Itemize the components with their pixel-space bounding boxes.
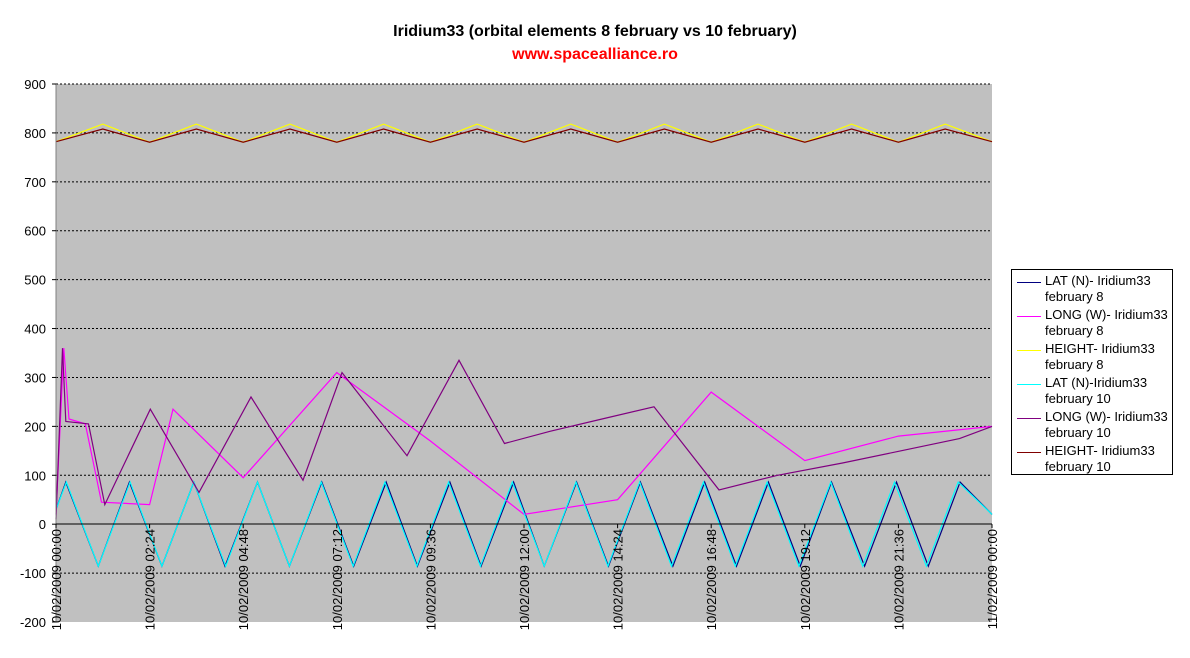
legend-swatch	[1017, 316, 1041, 317]
y-tick-label: 0	[39, 517, 46, 532]
x-tick-label: 10/02/2009 02:24	[143, 529, 158, 630]
x-tick-label: 10/02/2009 14:24	[611, 529, 626, 630]
x-tick-label: 10/02/2009 07:12	[330, 529, 345, 630]
legend-swatch	[1017, 418, 1041, 419]
y-tick-label: 700	[24, 175, 46, 190]
legend-label-date: february 8	[1045, 323, 1104, 338]
x-tick-label: 10/02/2009 21:36	[891, 529, 906, 630]
x-tick-label: 10/02/2009 16:48	[704, 529, 719, 630]
series-line	[55, 480, 993, 568]
legend-label: HEIGHT- Iridium33	[1045, 341, 1155, 356]
legend-label: LAT (N)- Iridium33	[1045, 273, 1151, 288]
y-tick-label: -200	[20, 615, 46, 630]
x-tick-label: 10/02/2009 00:00	[49, 529, 64, 630]
chart-title: Iridium33 (orbital elements 8 february v…	[393, 23, 797, 40]
x-tick-label: 10/02/2009 12:00	[517, 529, 532, 630]
y-tick-label: 400	[24, 322, 46, 337]
y-tick-label: 500	[24, 273, 46, 288]
x-tick-label: 10/02/2009 09:36	[423, 529, 438, 630]
y-tick-label: 800	[24, 126, 46, 141]
y-tick-label: -100	[20, 566, 46, 581]
x-tick-label: 10/02/2009 19:12	[798, 529, 813, 630]
legend-item: HEIGHT- Iridium33 february 8	[1012, 341, 1172, 375]
line-chart: 900 800 700 600 500 400 300 200 100 0 -100 -200 10/…	[20, 77, 1000, 630]
legend-label-date: february 10	[1045, 425, 1111, 440]
gridlines	[56, 83, 992, 574]
legend-label-date: february 10	[1045, 391, 1111, 406]
y-tick-label: 100	[24, 468, 46, 483]
legend-swatch	[1017, 350, 1041, 351]
chart-legend: LAT (N)- Iridium33 february 8 LONG (W)- …	[1011, 269, 1173, 475]
legend-swatch	[1017, 452, 1041, 453]
legend-swatch	[1017, 384, 1041, 385]
legend-item: LAT (N)- Iridium33 february 8	[1012, 273, 1172, 307]
x-tick-label: 10/02/2009 04:48	[236, 529, 251, 630]
legend-label-date: february 10	[1045, 459, 1111, 474]
legend-label: HEIGHT- Iridium33	[1045, 443, 1155, 458]
series-line	[55, 348, 993, 516]
legend-item: LAT (N)-Iridium33 february 10	[1012, 375, 1172, 409]
legend-item: HEIGHT- Iridium33 february 10	[1012, 443, 1172, 477]
x-tick-label: 11/02/2009 00:00	[985, 529, 1000, 629]
series-lines	[55, 123, 993, 568]
legend-label: LONG (W)- Iridium33	[1045, 307, 1168, 322]
legend-label-date: february 8	[1045, 289, 1104, 304]
y-tick-label: 900	[24, 77, 46, 92]
legend-label: LONG (W)- Iridium33	[1045, 409, 1168, 424]
legend-item: LONG (W)- Iridium33 february 8	[1012, 307, 1172, 341]
series-line	[55, 128, 993, 143]
y-tick-label: 600	[24, 224, 46, 239]
legend-swatch	[1017, 282, 1041, 283]
legend-item: LONG (W)- Iridium33 february 10	[1012, 409, 1172, 443]
y-tick-label: 300	[24, 370, 46, 385]
chart-subtitle: www.spacealliance.ro	[512, 46, 678, 63]
legend-label: LAT (N)-Iridium33	[1045, 375, 1148, 390]
series-line	[55, 348, 993, 520]
x-tick-labels: 10/02/2009 00:00 10/02/2009 02:24 10/02/20…	[49, 524, 1000, 630]
y-tick-labels: 900 800 700 600 500 400 300 200 100 0 -100 -200	[20, 77, 56, 630]
y-tick-label: 200	[24, 419, 46, 434]
legend-label-date: february 8	[1045, 357, 1104, 372]
